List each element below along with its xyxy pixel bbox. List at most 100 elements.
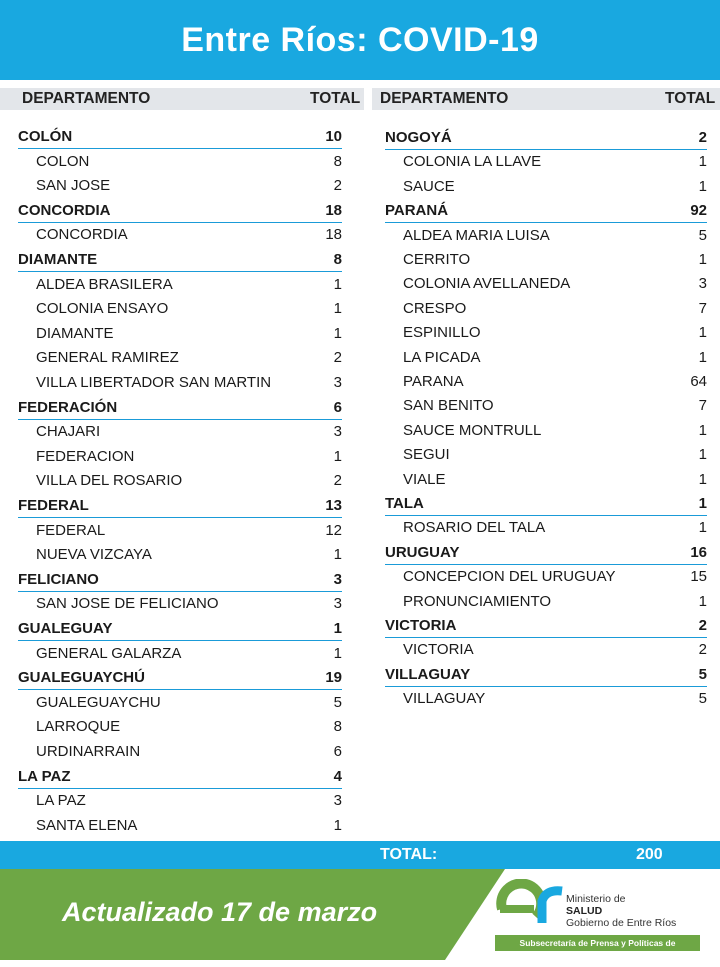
- department-name: LA PAZ: [18, 767, 71, 785]
- total-bar: TOTAL: 200: [0, 841, 720, 869]
- locality-name: CONCORDIA: [36, 226, 128, 244]
- locality-name: VILLAGUAY: [403, 690, 486, 708]
- department-row: FEDERACIÓN 6: [18, 395, 342, 420]
- locality-row: DIAMANTE 1: [18, 321, 342, 345]
- department-total: 4: [333, 767, 342, 785]
- locality-row: PRONUNCIAMIENTO 1: [385, 589, 707, 613]
- department-name: FEDERAL: [18, 497, 89, 514]
- department-total: 13: [325, 497, 342, 514]
- locality-name: COLONIA ENSAYO: [36, 300, 169, 318]
- page-title: Entre Ríos: COVID-19: [181, 20, 539, 59]
- locality-row: COLONIA LA LLAVE 1: [385, 149, 707, 173]
- locality-row: SAUCE MONTRULL 1: [385, 418, 707, 442]
- locality-row: ALDEA MARIA LUISA 5: [385, 223, 707, 247]
- locality-total: 2: [333, 349, 342, 367]
- department-row: GUALEGUAYCHÚ 19: [18, 665, 342, 691]
- department-name: VICTORIA: [385, 617, 457, 634]
- footer-green-panel: [0, 869, 505, 960]
- locality-total: 1: [333, 644, 342, 662]
- department-total: 19: [325, 669, 342, 687]
- department-row: FELICIANO 3: [18, 567, 342, 592]
- locality-total: 8: [333, 152, 342, 170]
- locality-total: 3: [333, 423, 342, 441]
- locality-total: 1: [333, 447, 342, 465]
- department-row: COLÓN 10: [18, 124, 342, 149]
- locality-name: FEDERACION: [36, 447, 135, 465]
- locality-total: 1: [698, 421, 707, 439]
- locality-name: LA PICADA: [403, 348, 481, 366]
- locality-name: NUEVA VIZCAYA: [36, 546, 152, 564]
- department-row: LA PAZ 4: [18, 764, 342, 789]
- locality-name: URDINARRAIN: [36, 743, 141, 760]
- department-name: TALA: [385, 495, 424, 512]
- department-row: NOGOYÁ 2: [385, 125, 707, 150]
- locality-name: DIAMANTE: [36, 324, 114, 342]
- locality-total: 1: [698, 470, 707, 488]
- locality-name: PARANA: [403, 373, 464, 390]
- locality-name: SAN JOSE DE FELICIANO: [36, 595, 219, 613]
- locality-row: GUALEGUAYCHU 5: [18, 690, 342, 714]
- locality-total: 64: [690, 373, 707, 390]
- title-banner: Entre Ríos: COVID-19: [0, 0, 720, 80]
- locality-total: 1: [333, 300, 342, 318]
- locality-total: 1: [698, 348, 707, 366]
- locality-row: SAUCE 1: [385, 174, 707, 198]
- department-total: 5: [698, 665, 707, 683]
- locality-row: CHAJARI 3: [18, 419, 342, 443]
- department-name: FEDERACIÓN: [18, 398, 118, 416]
- locality-row: COLON 8: [18, 149, 342, 173]
- locality-row: URDINARRAIN 6: [18, 739, 342, 763]
- locality-total: 6: [333, 743, 342, 760]
- locality-name: VILLA LIBERTADOR SAN MARTIN: [36, 374, 272, 391]
- locality-name: CONCEPCION DEL URUGUAY: [403, 568, 616, 586]
- total-value: 200: [636, 846, 663, 863]
- locality-row: CRESPO 7: [385, 296, 707, 320]
- locality-name: VILLA DEL ROSARIO: [36, 472, 183, 490]
- department-name: PARANÁ: [385, 202, 449, 220]
- left-column-header: DEPARTAMENTO TOTAL: [0, 88, 364, 110]
- locality-name: SAUCE MONTRULL: [403, 421, 542, 439]
- total-header: TOTAL: [665, 90, 716, 107]
- departamento-header: DEPARTAMENTO: [380, 90, 509, 107]
- department-total: 2: [698, 617, 707, 634]
- department-name: GUALEGUAY: [18, 620, 113, 637]
- department-row: CONCORDIA 18: [18, 198, 342, 223]
- locality-name: CHAJARI: [36, 423, 101, 441]
- locality-total: 1: [698, 446, 707, 464]
- locality-name: COLONIA LA LLAVE: [403, 153, 542, 171]
- locality-row: SAN JOSE 2: [18, 173, 342, 197]
- locality-row: VILLA LIBERTADOR SAN MARTIN 3: [18, 370, 342, 394]
- locality-total: 5: [698, 226, 707, 244]
- locality-total: 2: [698, 641, 707, 659]
- locality-total: 2: [333, 472, 342, 490]
- department-total: 6: [333, 398, 342, 416]
- department-row: FEDERAL 13: [18, 493, 342, 518]
- departamento-header: DEPARTAMENTO: [22, 90, 151, 107]
- locality-row: SANTA ELENA 1: [18, 813, 342, 837]
- locality-name: VIALE: [403, 470, 446, 488]
- department-total: 10: [325, 128, 342, 145]
- locality-total: 5: [698, 690, 707, 708]
- locality-name: COLON: [36, 152, 90, 170]
- locality-total: 12: [325, 521, 342, 539]
- department-total: 18: [325, 201, 342, 219]
- locality-name: SEGUI: [403, 446, 450, 464]
- locality-name: PRONUNCIAMIENTO: [403, 592, 552, 610]
- department-total: 1: [333, 620, 342, 637]
- locality-row: SAN JOSE DE FELICIANO 3: [18, 591, 342, 615]
- locality-row: VIALE 1: [385, 467, 707, 491]
- subsecretaria-banner: Subsecretaría de Prensa y Políticas de C…: [495, 935, 700, 964]
- locality-name: SANTA ELENA: [36, 816, 138, 834]
- er-logo-icon: [492, 878, 572, 931]
- locality-row: CERRITO 1: [385, 247, 707, 271]
- locality-row: VILLA DEL ROSARIO 2: [18, 468, 342, 492]
- locality-total: 1: [698, 324, 707, 342]
- department-name: FELICIANO: [18, 570, 99, 588]
- department-name: CONCORDIA: [18, 201, 111, 219]
- department-total: 3: [333, 570, 342, 588]
- locality-total: 8: [333, 718, 342, 736]
- right-column-header: DEPARTAMENTO TOTAL: [372, 88, 720, 110]
- locality-name: ALDEA MARIA LUISA: [403, 226, 550, 244]
- department-row: VICTORIA 2: [385, 613, 707, 638]
- total-header: TOTAL: [310, 90, 361, 107]
